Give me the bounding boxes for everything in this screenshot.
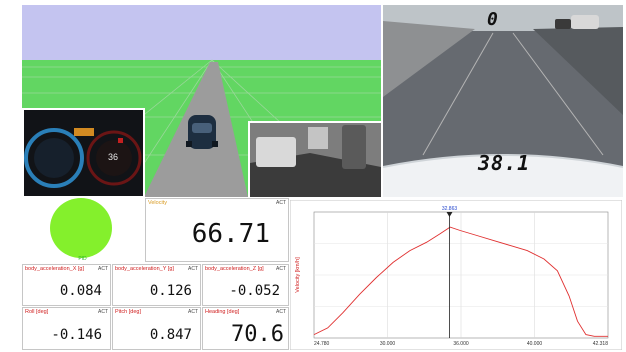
roll-label: Roll [deg] xyxy=(25,309,49,315)
camera-speed-main: 38.1 xyxy=(478,151,531,175)
heading-panel: Heading [deg] ACT 70.6 xyxy=(202,307,289,350)
pitch-label: Pitch [deg] xyxy=(115,309,141,315)
accel-y-panel: body_acceleration_Y [g] ACT 0.126 xyxy=(112,264,201,306)
accel-x-label: body_acceleration_X [g] xyxy=(25,266,85,272)
car-icon xyxy=(186,115,218,149)
pitch-value: 0.847 xyxy=(149,327,192,343)
chart-cursor-label: 32.863 xyxy=(442,206,458,212)
chart-y-axis-label: Velocity [km/h] xyxy=(295,257,301,293)
heading-tag: ACT xyxy=(276,309,286,315)
accel-z-tag: ACT xyxy=(276,266,286,272)
simulation-view: 36 xyxy=(22,5,381,197)
heading-label: Heading [deg] xyxy=(205,309,240,315)
front-camera-view: 0 38.1 xyxy=(383,5,623,197)
status-indicator-circle xyxy=(50,198,112,258)
velocity-value: 66.71 xyxy=(191,219,270,249)
camera-speed-top: 0 xyxy=(487,9,499,30)
svg-text:36: 36 xyxy=(108,152,118,162)
velocity-chart[interactable]: Velocity [km/h] 24.780 30.000 36.000 40.000… xyxy=(290,200,622,350)
pitch-panel: Pitch [deg] ACT 0.847 xyxy=(112,307,201,350)
accel-x-tag: ACT xyxy=(98,266,108,272)
chart-x-tick-label: 42.318 xyxy=(593,341,609,347)
accel-x-value: 0.084 xyxy=(59,283,102,299)
accel-y-label: body_acceleration_Y [g] xyxy=(115,266,174,272)
velocity-panel: Velocity ACT 66.71 xyxy=(145,198,289,262)
chart-x-tick-label: 40.000 xyxy=(527,341,543,347)
accel-y-tag: ACT xyxy=(188,266,198,272)
pitch-tag: ACT xyxy=(188,309,198,315)
accel-z-panel: body_acceleration_Z [g] ACT -0.052 xyxy=(202,264,289,306)
accel-x-panel: body_acceleration_X [g] ACT 0.084 xyxy=(22,264,111,306)
accel-y-value: 0.126 xyxy=(149,283,192,299)
status-indicator-label: PID xyxy=(78,256,87,262)
status-indicator-panel: PID xyxy=(22,198,143,262)
chart-x-tick-label: 36.000 xyxy=(453,341,469,347)
velocity-tag: ACT xyxy=(276,200,286,206)
heading-value: 70.6 xyxy=(231,322,284,347)
velocity-series-line xyxy=(313,226,608,337)
pedal-camera-inset xyxy=(248,121,381,197)
accel-z-label: body_acceleration_Z [g] xyxy=(205,266,264,272)
velocity-label: Velocity xyxy=(148,200,167,206)
accel-z-value: -0.052 xyxy=(229,283,280,299)
dashboard-camera-inset: 36 xyxy=(22,108,145,197)
chart-x-tick-label: 24.780 xyxy=(314,341,330,347)
roll-tag: ACT xyxy=(98,309,108,315)
chart-cursor-marker[interactable] xyxy=(446,212,453,217)
roll-value: -0.146 xyxy=(51,327,102,343)
chart-x-tick-label: 30.000 xyxy=(380,341,396,347)
roll-panel: Roll [deg] ACT -0.146 xyxy=(22,307,111,350)
